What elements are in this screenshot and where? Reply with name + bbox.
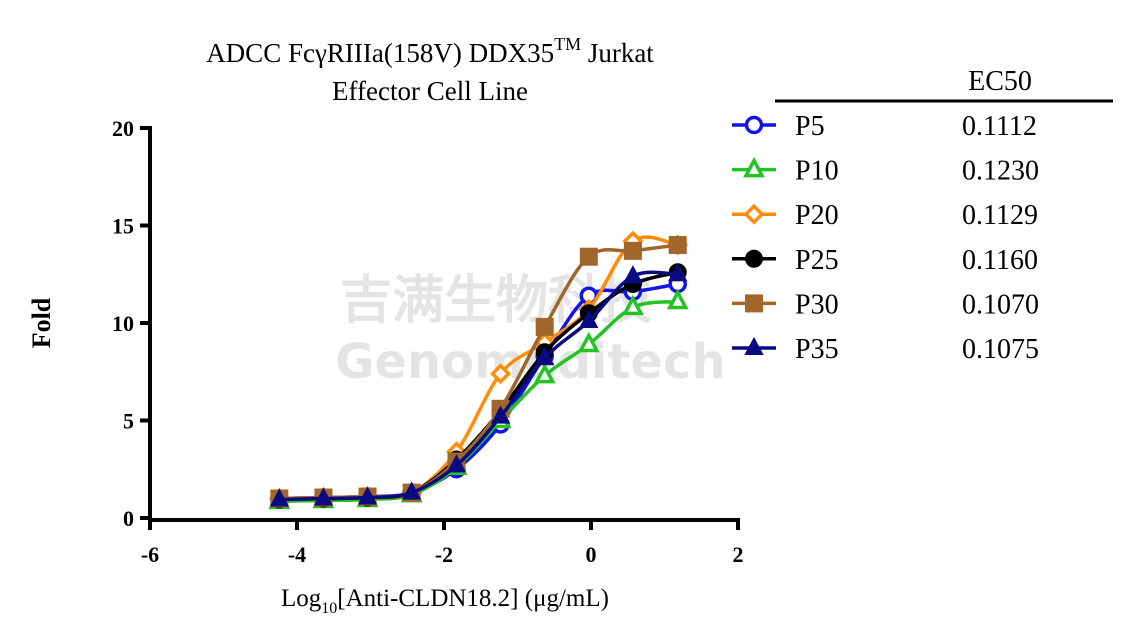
legend-marker bbox=[745, 294, 763, 313]
marker bbox=[401, 481, 422, 500]
legend-marker bbox=[744, 115, 764, 135]
x-label-part: Log bbox=[281, 585, 322, 612]
x-label-subscript: 10 bbox=[321, 600, 337, 617]
y-tick-label: 0 bbox=[123, 506, 134, 531]
marker bbox=[668, 236, 687, 254]
x-label-part: [Anti-CLDN18.2] (μg/mL) bbox=[337, 585, 609, 612]
legend-ec50: 0.1112 bbox=[962, 111, 1037, 142]
legend-label: P5 bbox=[795, 111, 825, 142]
marker bbox=[490, 405, 511, 424]
marker bbox=[623, 265, 643, 284]
chart-title: ADCC FcγRIIIa(158V) DDX35TM Jurkat bbox=[206, 34, 654, 68]
y-tick-label: 20 bbox=[112, 116, 134, 141]
x-axis-label: Log10[Anti-CLDN18.2] (μg/mL) bbox=[281, 585, 609, 617]
marker bbox=[269, 488, 290, 507]
x-tick-label: -2 bbox=[435, 542, 453, 567]
legend-label: P35 bbox=[795, 334, 839, 365]
legend-label: P30 bbox=[795, 289, 839, 320]
legend-label: P20 bbox=[795, 200, 839, 231]
legend-marker bbox=[743, 156, 765, 178]
legend-marker bbox=[744, 336, 764, 355]
x-tick-label: 0 bbox=[586, 542, 597, 567]
legend-header: EC50 bbox=[968, 66, 1032, 97]
marker bbox=[579, 247, 598, 266]
fit-curve bbox=[279, 270, 678, 502]
series bbox=[269, 263, 688, 507]
marker bbox=[357, 486, 378, 505]
y-tick-label: 5 bbox=[123, 409, 134, 434]
fit-curve bbox=[279, 299, 678, 504]
legend-ec50: 0.1070 bbox=[962, 289, 1039, 320]
marker bbox=[533, 362, 556, 384]
marker bbox=[490, 363, 512, 385]
marker bbox=[666, 288, 689, 310]
title-part: ADCC FcγRIIIa(158V) DDX35 bbox=[206, 38, 554, 68]
marker bbox=[446, 454, 467, 473]
title-superscript: TM bbox=[554, 34, 581, 54]
x-tick-label: -6 bbox=[141, 542, 159, 567]
legend-label: P25 bbox=[795, 245, 839, 276]
legend-ec50: 0.1075 bbox=[962, 334, 1039, 365]
marker bbox=[623, 241, 642, 260]
marker bbox=[577, 331, 600, 353]
chart-title: Effector Cell Line bbox=[332, 76, 528, 106]
x-tick-label: 2 bbox=[733, 542, 744, 567]
marker bbox=[579, 309, 599, 329]
legend-marker bbox=[743, 203, 765, 225]
watermark: 吉满生物科技 bbox=[340, 271, 652, 331]
marker bbox=[535, 346, 555, 366]
legend-ec50: 0.1160 bbox=[962, 245, 1038, 276]
y-tick-label: 10 bbox=[112, 311, 134, 336]
marker bbox=[668, 263, 688, 282]
x-tick-label: -4 bbox=[288, 542, 306, 567]
marker bbox=[535, 317, 554, 336]
title-part: Jurkat bbox=[581, 38, 654, 68]
legend-ec50: 0.1230 bbox=[962, 156, 1039, 187]
marker bbox=[621, 294, 644, 316]
marker bbox=[313, 487, 334, 506]
legend-ec50: 0.1129 bbox=[962, 200, 1038, 231]
y-axis-label: Fold bbox=[27, 297, 56, 348]
legend-marker bbox=[745, 249, 763, 268]
y-tick-label: 15 bbox=[112, 214, 134, 239]
legend-label: P10 bbox=[795, 156, 839, 187]
